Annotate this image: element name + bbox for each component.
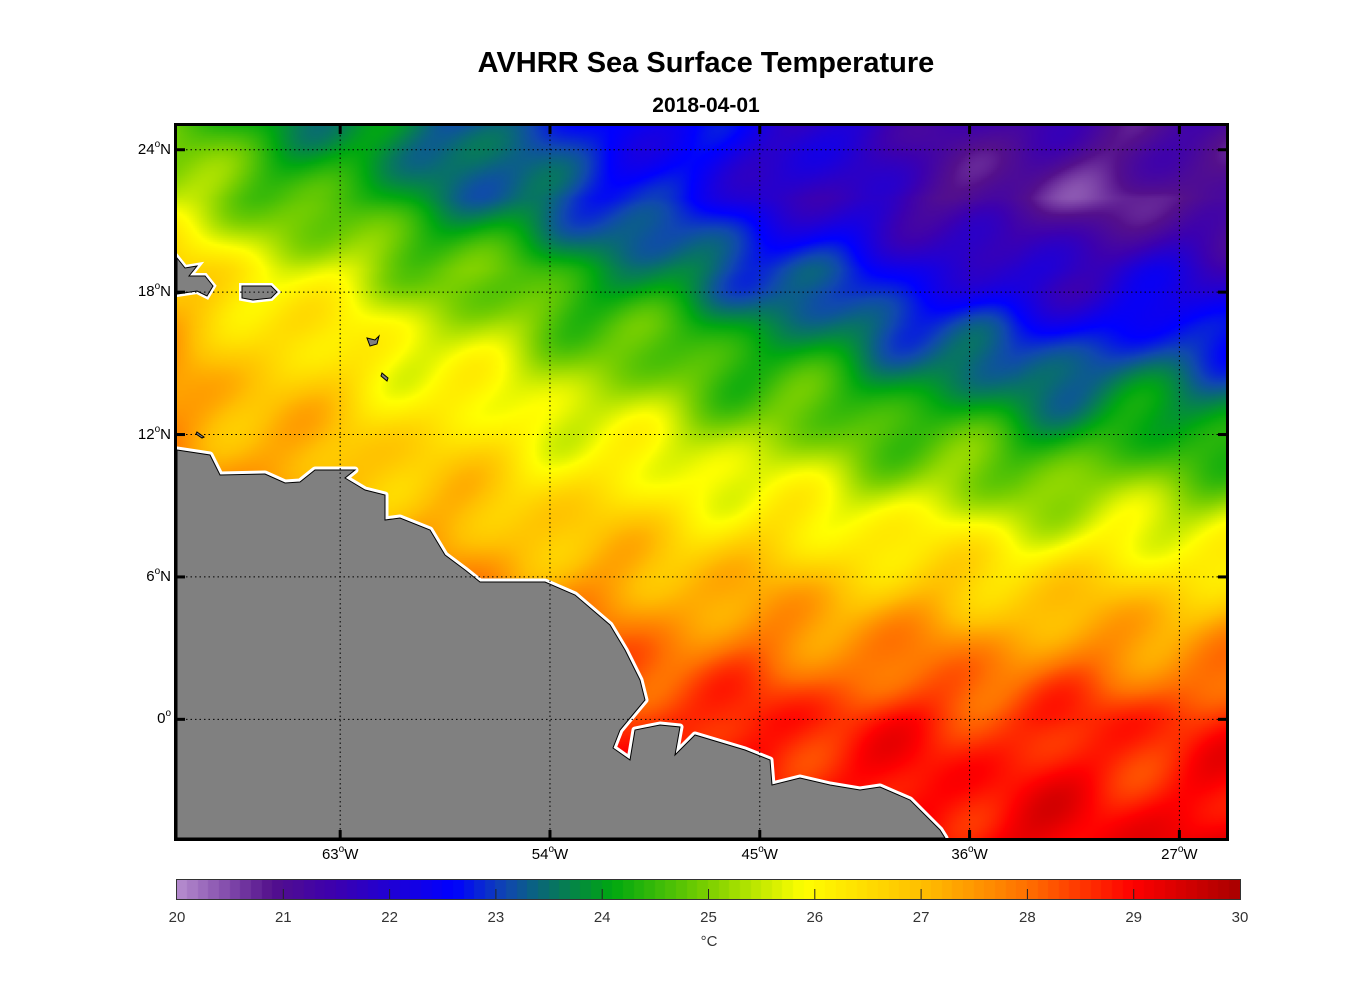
colorbar-tick-label: 21 bbox=[274, 909, 292, 926]
lat-tick-label: 18oN bbox=[137, 281, 171, 301]
lon-tick-label: 63oW bbox=[321, 844, 359, 864]
lon-tick-label: 27oW bbox=[1161, 844, 1198, 864]
colorbar-tick-label: 22 bbox=[381, 909, 398, 926]
colorbar-tick-label: 30 bbox=[1231, 909, 1249, 926]
colorbar-tick-label: 27 bbox=[912, 909, 930, 926]
lon-tick-label: 54oW bbox=[531, 844, 569, 864]
colorbar-tick-label: 26 bbox=[806, 909, 824, 926]
lat-tick-label: 12oN bbox=[137, 423, 171, 443]
island-barbados bbox=[380, 372, 389, 382]
colorbar-tick-label: 25 bbox=[700, 909, 717, 926]
island-guadeloupe bbox=[366, 334, 380, 347]
island-puerto-rico bbox=[241, 285, 278, 301]
map-plot-area bbox=[173, 126, 1226, 842]
land-south-america bbox=[176, 449, 946, 839]
colorbar-tick-label: 24 bbox=[593, 909, 611, 926]
lat-tick-label: 24oN bbox=[137, 138, 171, 158]
lat-tick-label: 0o bbox=[157, 708, 171, 728]
lon-tick-label: 45oW bbox=[741, 844, 778, 864]
map-overlay bbox=[173, 126, 1226, 842]
colorbar-tick-label: 29 bbox=[1125, 909, 1143, 926]
chart-subtitle: 2018-04-01 bbox=[652, 94, 760, 117]
lon-tick-label: 36oW bbox=[951, 844, 988, 864]
colorbar-label: °C bbox=[700, 933, 718, 950]
chart-title: AVHRR Sea Surface Temperature bbox=[477, 47, 935, 79]
colorbar-tick-label: 20 bbox=[168, 909, 186, 926]
colorbar-tick-label: 23 bbox=[487, 909, 505, 926]
lat-tick-label: 6oN bbox=[146, 565, 171, 585]
colorbar-tick-label: 28 bbox=[1019, 909, 1036, 926]
